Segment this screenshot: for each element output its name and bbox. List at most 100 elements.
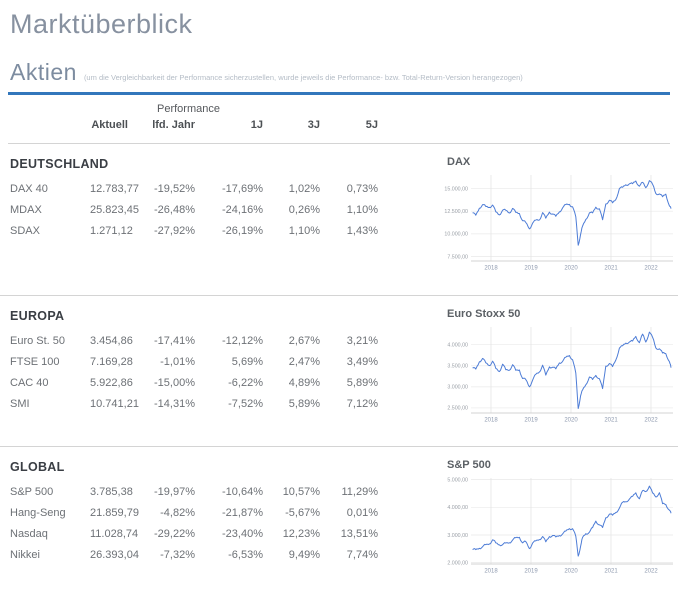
- value-cell: 12,23%: [282, 528, 320, 541]
- performance-group-label: Performance: [157, 103, 220, 116]
- value-cell: 5,89%: [288, 398, 320, 411]
- column-header-empty: [10, 119, 90, 131]
- x-axis-tick-label: 2021: [604, 266, 618, 272]
- value-cell: 1,43%: [346, 225, 378, 238]
- x-axis-tick-label: 2022: [644, 418, 658, 424]
- x-axis-tick-label: 2021: [604, 418, 618, 424]
- value-cell: 10,57%: [282, 486, 320, 499]
- value-cell: 26.393,04: [90, 549, 139, 562]
- index-label: DAX 40: [10, 183, 48, 196]
- value-cell: -29,22%: [154, 528, 195, 541]
- index-label: Hang-Seng: [10, 507, 66, 520]
- region-chart: Euro Stoxx 50 2.500,00 3.000,00 3.500,00 4.…: [437, 308, 675, 426]
- line-chart: 2.000,00 3.000,00 4.000,00 5.000,00 2018 2019…: [447, 478, 673, 575]
- region-chart: DAX 7.500,00 10.000,00 12.500,00 15.000,00 2…: [437, 156, 675, 274]
- value-cell: -1,01%: [160, 356, 195, 369]
- chart-plot: 7.500,00 10.000,00 12.500,00 15.000,00 2018 2…: [437, 170, 675, 274]
- section-title: Aktien: [10, 59, 77, 86]
- value-cell: 3.454,86: [90, 335, 133, 348]
- table-row: Euro St. 50 3.454,86 -17,41% -12,12% 2,67% 3,…: [10, 331, 678, 352]
- region-block: EUROPA Euro St. 50 3.454,86 -17,41% -12,12%…: [0, 295, 678, 446]
- value-cell: -6,22%: [228, 377, 263, 390]
- x-axis-tick-label: 2022: [644, 569, 658, 575]
- column-header-lfd-jahr: lfd. Jahr: [152, 119, 195, 132]
- value-cell: 3,49%: [346, 356, 378, 369]
- y-axis-tick-label: 3.000,00: [447, 385, 468, 391]
- y-axis-tick-label: 15.000,00: [444, 187, 468, 193]
- value-cell: -10,64%: [222, 486, 263, 499]
- x-axis-tick-label: 2020: [564, 569, 578, 575]
- region-block: GLOBAL S&P 500 3.785,38 -19,97% -10,64% 10,5…: [0, 446, 678, 593]
- chart-title: S&P 500: [447, 459, 491, 472]
- value-cell: -4,82%: [160, 507, 195, 520]
- y-axis-tick-label: 3.000,00: [447, 533, 468, 539]
- chart-title: Euro Stoxx 50: [447, 308, 521, 321]
- y-axis-tick-label: 10.000,00: [444, 232, 468, 238]
- chart-plot: 2.000,00 3.000,00 4.000,00 5.000,00 2018 2019…: [437, 473, 675, 577]
- value-cell: 9,49%: [288, 549, 320, 562]
- x-axis-tick-label: 2018: [484, 266, 498, 272]
- table-row: Hang-Seng 21.859,79 -4,82% -21,87% -5,67% 0,0…: [10, 503, 678, 524]
- value-cell: -17,41%: [154, 335, 195, 348]
- x-axis-tick-label: 2021: [604, 569, 618, 575]
- value-cell: -7,32%: [160, 549, 195, 562]
- price-line: [472, 485, 672, 557]
- value-cell: -21,87%: [222, 507, 263, 520]
- table-row: FTSE 100 7.169,28 -1,01% 5,69% 2,47% 3,49%: [10, 352, 678, 373]
- index-label: Nasdaq: [10, 528, 48, 541]
- region-title: DEUTSCHLAND: [10, 157, 109, 172]
- region-rows: S&P 500 3.785,38 -19,97% -10,64% 10,57% 11,29…: [10, 482, 678, 566]
- section-note: (um die Vergleichbarkeit der Performance…: [83, 73, 523, 83]
- index-label: SMI: [10, 398, 30, 411]
- value-cell: -7,52%: [228, 398, 263, 411]
- value-cell: 5,69%: [231, 356, 263, 369]
- value-cell: -5,67%: [285, 507, 320, 520]
- value-cell: -15,00%: [154, 377, 195, 390]
- page-title: Marktüberblick: [10, 9, 193, 39]
- value-cell: -14,31%: [154, 398, 195, 411]
- table-row: Nasdaq 11.028,74 -29,22% -23,40% 12,23% 13,51…: [10, 524, 678, 545]
- x-axis-tick-label: 2018: [484, 418, 498, 424]
- table-row: MDAX 25.823,45 -26,48% -24,16% 0,26% 1,10%: [10, 200, 678, 221]
- value-cell: -27,92%: [154, 225, 195, 238]
- section-header: Aktien (um die Vergleichbarkeit der Perfo…: [10, 59, 678, 86]
- y-axis-tick-label: 7.500,00: [447, 255, 468, 261]
- value-cell: 21.859,79: [90, 507, 139, 520]
- value-cell: -26,19%: [222, 225, 263, 238]
- region-rows: DAX 40 12.783,77 -19,52% -17,69% 1,02% 0,73% M…: [10, 179, 678, 242]
- value-cell: 12.783,77: [90, 183, 139, 196]
- table-row: SDAX 1.271,12 -27,92% -26,19% 1,10% 1,43%: [10, 221, 678, 242]
- value-cell: -6,53%: [228, 549, 263, 562]
- value-cell: 3,21%: [346, 335, 378, 348]
- value-cell: 25.823,45: [90, 204, 139, 217]
- value-cell: -12,12%: [222, 335, 263, 348]
- value-cell: 4,89%: [288, 377, 320, 390]
- region-chart: S&P 500 2.000,00 3.000,00 4.000,00 5.000,00…: [437, 459, 675, 577]
- value-cell: 7,12%: [346, 398, 378, 411]
- chart-title: DAX: [447, 156, 471, 169]
- y-axis-tick-label: 2.500,00: [447, 406, 468, 412]
- value-cell: 5,89%: [346, 377, 378, 390]
- value-cell: 5.922,86: [90, 377, 133, 390]
- value-cell: -19,52%: [154, 183, 195, 196]
- x-axis-tick-label: 2019: [524, 418, 538, 424]
- value-cell: 2,47%: [288, 356, 320, 369]
- table-row: DAX 40 12.783,77 -19,52% -17,69% 1,02% 0,73%: [10, 179, 678, 200]
- x-axis-tick-label: 2018: [484, 569, 498, 575]
- y-axis-tick-label: 3.500,00: [447, 364, 468, 370]
- x-axis-tick-label: 2020: [564, 266, 578, 272]
- value-cell: -17,69%: [222, 183, 263, 196]
- value-cell: 11.028,74: [90, 528, 139, 541]
- table-header: Performance Aktuell lfd. Jahr 1J 3J 5J: [8, 95, 670, 145]
- index-label: CAC 40: [10, 377, 49, 390]
- line-chart: 2.500,00 3.000,00 3.500,00 4.000,00 2018 2019…: [447, 327, 673, 424]
- region-title: GLOBAL: [10, 460, 65, 475]
- regions: DEUTSCHLAND DAX 40 12.783,77 -19,52% -17,69…: [0, 144, 678, 593]
- value-cell: 0,01%: [346, 507, 378, 520]
- column-header-5j: 5J: [365, 119, 378, 132]
- value-cell: -23,40%: [222, 528, 263, 541]
- x-axis-tick-label: 2020: [564, 418, 578, 424]
- price-line: [472, 180, 672, 247]
- y-axis-tick-label: 12.500,00: [444, 209, 468, 215]
- region-rows: Euro St. 50 3.454,86 -17,41% -12,12% 2,67% 3,…: [10, 331, 678, 415]
